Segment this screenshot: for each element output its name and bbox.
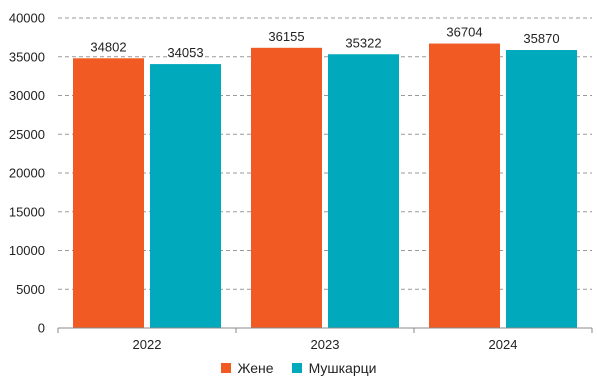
- gridlines: [58, 17, 592, 290]
- bar-0-2023: [251, 47, 322, 329]
- bar-1-2022: [150, 64, 221, 329]
- data-label: 35322: [345, 35, 381, 50]
- legend: Жене Мушкарци: [0, 360, 597, 376]
- y-axis: 0 5000 10000 15000 20000 25000 30000 35000 40000: [9, 11, 45, 336]
- y-tick-label: 0: [38, 321, 45, 336]
- legend-label-women: Жене: [237, 360, 274, 376]
- legend-item-men: Мушкарци: [291, 360, 377, 376]
- y-tick-label: 10000: [9, 243, 45, 258]
- bar-0-2024: [429, 43, 500, 328]
- bar-0-2022: [73, 58, 144, 329]
- bar-1-2023: [328, 54, 399, 328]
- legend-swatch-women: [220, 363, 231, 373]
- bar-1-2024: [506, 50, 577, 328]
- data-labels: 34802 34053 36155 35322 36704 35870: [90, 25, 559, 61]
- data-label: 36155: [268, 29, 304, 44]
- bars: [73, 43, 577, 329]
- y-tick-label: 25000: [9, 127, 45, 142]
- x-tick-label: 2023: [311, 337, 340, 352]
- x-axis: 2022 2023 2024: [57, 327, 593, 352]
- legend-label-men: Мушкарци: [308, 360, 377, 376]
- x-tick-label: 2024: [489, 337, 518, 352]
- x-tick-label: 2022: [133, 337, 162, 352]
- y-tick-label: 35000: [9, 49, 45, 64]
- data-label: 34053: [167, 45, 203, 60]
- data-label: 34802: [90, 39, 126, 54]
- data-label: 35870: [523, 31, 559, 46]
- legend-item-women: Жене: [220, 360, 274, 376]
- y-tick-label: 20000: [9, 166, 45, 181]
- legend-swatch-men: [291, 363, 302, 373]
- y-tick-label: 15000: [9, 204, 45, 219]
- y-tick-label: 40000: [9, 11, 45, 26]
- y-tick-label: 5000: [16, 282, 45, 297]
- data-label: 36704: [446, 25, 482, 40]
- y-tick-label: 30000: [9, 88, 45, 103]
